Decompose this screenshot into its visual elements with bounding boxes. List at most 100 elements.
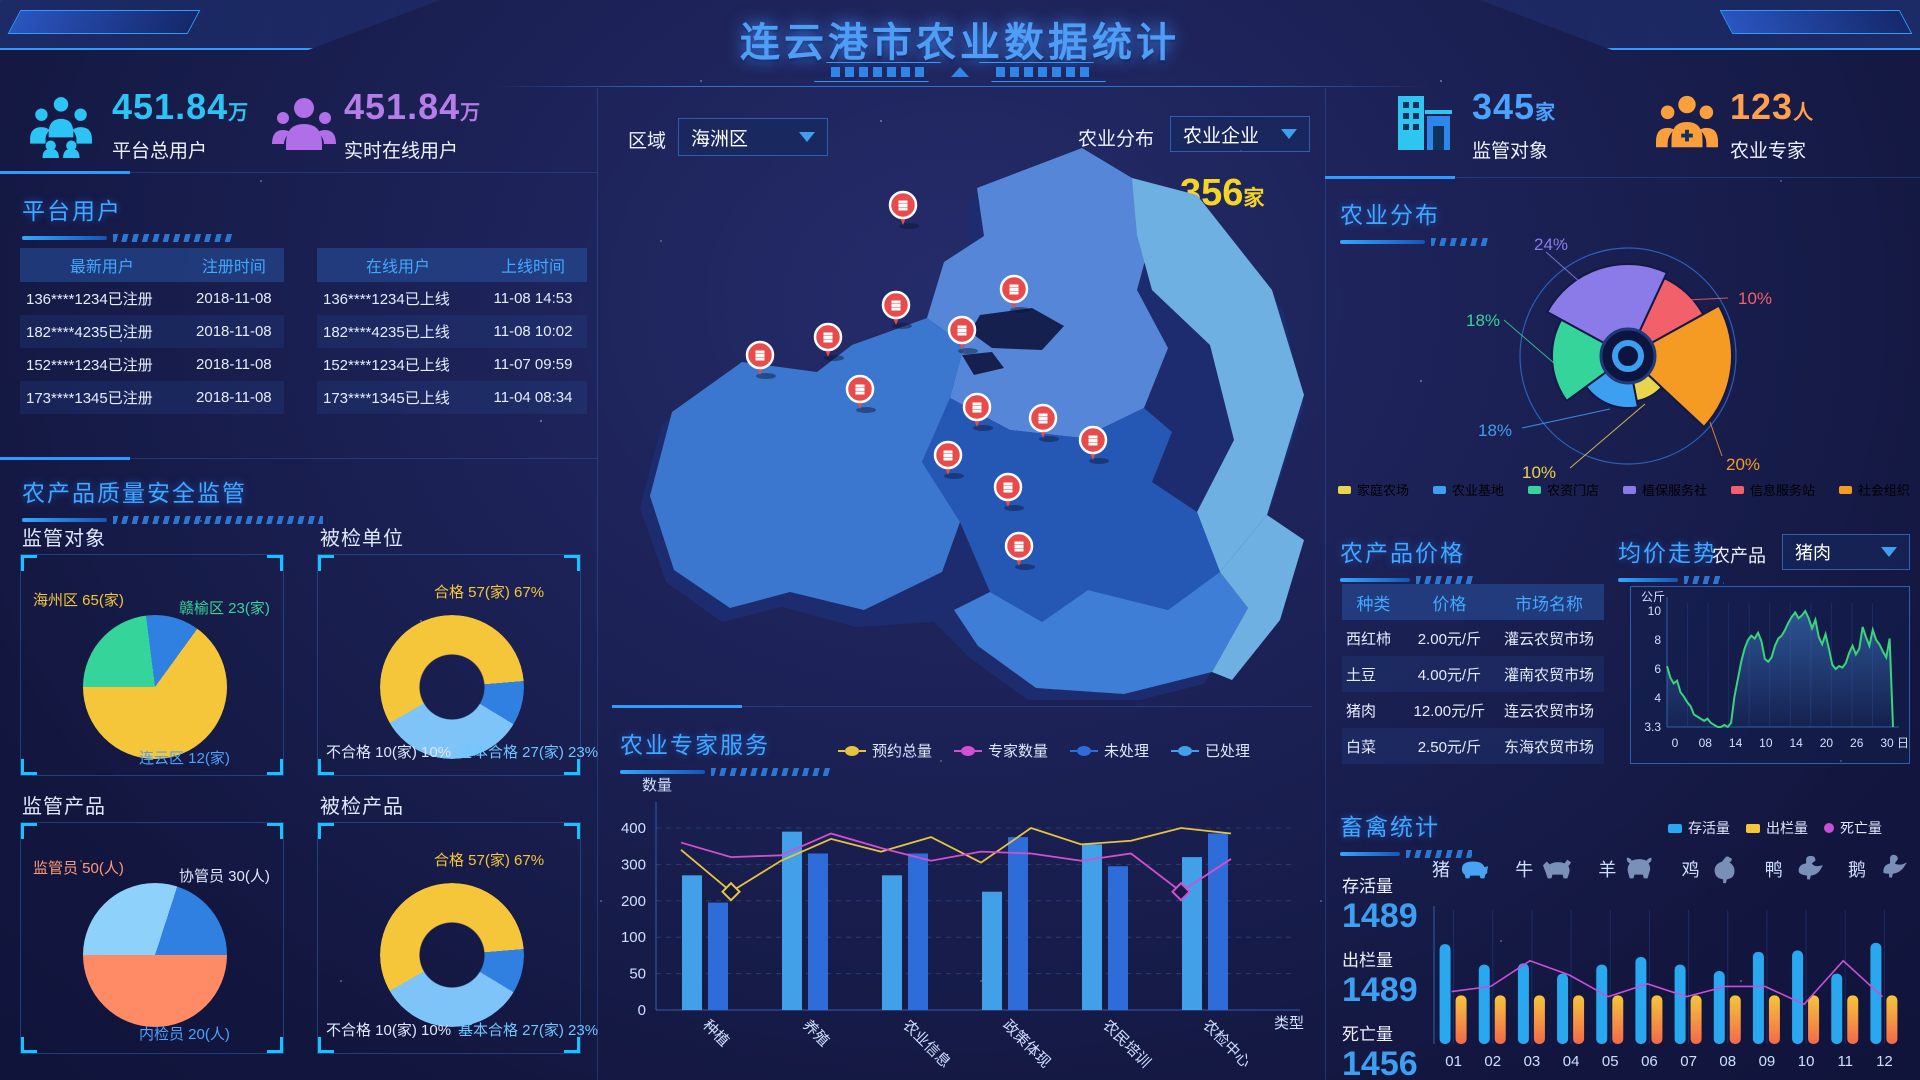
header-deco-arrow bbox=[951, 67, 969, 77]
legend-label: 死亡量 bbox=[1840, 820, 1882, 836]
legend-item[interactable]: 农业基地 bbox=[1432, 480, 1504, 499]
bar-alive[interactable] bbox=[1478, 964, 1490, 1044]
legend-item[interactable]: 未处理 bbox=[1070, 740, 1149, 761]
map-pin[interactable] bbox=[888, 190, 919, 229]
region-dropdown[interactable]: 海洲区 bbox=[678, 118, 828, 156]
监管产品-pie[interactable] bbox=[83, 883, 227, 1027]
animal-tab-羊[interactable]: 羊 bbox=[1598, 854, 1660, 884]
bar-alive[interactable] bbox=[1674, 964, 1686, 1044]
map-pin[interactable] bbox=[881, 290, 912, 329]
map-pin[interactable] bbox=[962, 392, 993, 431]
map-region-south[interactable] bbox=[954, 572, 1248, 694]
rose-slice-社会组织[interactable] bbox=[1626, 304, 1733, 429]
map-region-center[interactable] bbox=[922, 398, 1220, 622]
bar-slaughter[interactable] bbox=[1533, 995, 1545, 1044]
animal-tab-鹅[interactable]: 鹅 bbox=[1848, 854, 1910, 884]
map-pin[interactable] bbox=[845, 374, 876, 413]
header-center-decoration bbox=[0, 62, 1920, 82]
map-pin[interactable] bbox=[947, 315, 978, 354]
map-pin[interactable] bbox=[1078, 425, 1109, 464]
pie-slice-label: 赣榆区 23(家) bbox=[179, 600, 270, 617]
bar-alive[interactable] bbox=[1439, 944, 1451, 1044]
table-row: 西红柿 2.00元/斤 灌云农贸市场 bbox=[1342, 620, 1604, 656]
bar-processed[interactable] bbox=[882, 875, 902, 1010]
bar-slaughter[interactable] bbox=[1651, 995, 1663, 1044]
supervised-objects-label: 监管对象 bbox=[1472, 141, 1549, 162]
page-title: 连云港市农业数据统计 bbox=[740, 21, 1180, 65]
animal-tab-牛[interactable]: 牛 bbox=[1515, 854, 1577, 884]
animal-icon bbox=[1627, 857, 1652, 879]
bar-slaughter[interactable] bbox=[1847, 995, 1859, 1044]
legend-item[interactable]: 出栏量 bbox=[1746, 818, 1808, 838]
bar-alive[interactable] bbox=[1596, 964, 1608, 1044]
bar-unprocessed[interactable] bbox=[1008, 837, 1028, 1010]
legend-item[interactable]: 信息服务站 bbox=[1730, 480, 1815, 499]
map-region-coast[interactable] bbox=[1132, 178, 1304, 572]
bar-alive[interactable] bbox=[1713, 971, 1725, 1044]
animal-tab-猪[interactable]: 猪 bbox=[1432, 854, 1494, 884]
bar-processed[interactable] bbox=[1082, 844, 1102, 1010]
bar-unprocessed[interactable] bbox=[708, 902, 728, 1010]
animal-tab-鸭[interactable]: 鸭 bbox=[1765, 854, 1827, 884]
bar-unprocessed[interactable] bbox=[1108, 866, 1128, 1010]
map-pin[interactable] bbox=[1028, 403, 1059, 442]
监管对象-pie[interactable] bbox=[83, 615, 227, 759]
bar-slaughter[interactable] bbox=[1768, 995, 1780, 1044]
legend-item[interactable]: 预约总量 bbox=[838, 740, 932, 761]
legend-label: 植保服务社 bbox=[1641, 483, 1707, 498]
table-cell: 152****1234已上线 bbox=[323, 357, 450, 374]
map-pin[interactable] bbox=[813, 322, 844, 361]
bar-unprocessed[interactable] bbox=[908, 853, 928, 1010]
bar-alive[interactable] bbox=[1517, 963, 1529, 1044]
bar-processed[interactable] bbox=[682, 875, 702, 1010]
bar-slaughter[interactable] bbox=[1690, 995, 1702, 1044]
city-map[interactable] bbox=[612, 140, 1312, 700]
legend-item[interactable]: 植保服务社 bbox=[1622, 480, 1707, 499]
map-pin[interactable] bbox=[999, 274, 1030, 313]
map-pin[interactable] bbox=[1004, 531, 1035, 570]
legend-item[interactable]: 社会组织 bbox=[1838, 480, 1910, 499]
pig-icon-active bbox=[1461, 861, 1489, 879]
bar-alive[interactable] bbox=[1870, 942, 1882, 1044]
被检产品-pie[interactable] bbox=[380, 883, 524, 1027]
bar-slaughter[interactable] bbox=[1573, 995, 1585, 1044]
svg-text:09: 09 bbox=[1759, 1053, 1776, 1070]
bar-alive[interactable] bbox=[1752, 951, 1764, 1044]
legend-label: 社会组织 bbox=[1857, 483, 1910, 498]
bar-processed[interactable] bbox=[782, 831, 802, 1010]
legend-item[interactable]: 专家数量 bbox=[954, 740, 1048, 761]
animal-tab-鸡[interactable]: 鸡 bbox=[1682, 854, 1744, 884]
table-cell: 东海农贸市场 bbox=[1503, 738, 1594, 756]
legend-marker bbox=[1527, 485, 1541, 494]
bar-processed[interactable] bbox=[982, 891, 1002, 1010]
product-dropdown[interactable]: 猪肉 bbox=[1782, 534, 1910, 570]
legend-marker bbox=[838, 745, 866, 756]
bar-alive[interactable] bbox=[1635, 956, 1647, 1044]
bar-alive[interactable] bbox=[1831, 973, 1843, 1044]
pie-slice-label: 不合格 10(家) 10% bbox=[326, 744, 452, 761]
bar-slaughter[interactable] bbox=[1808, 995, 1820, 1044]
map-region-southeast[interactable] bbox=[1212, 515, 1304, 680]
bar-slaughter[interactable] bbox=[1494, 995, 1506, 1044]
distribution-dropdown[interactable]: 农业企业 bbox=[1170, 116, 1310, 152]
legend-item[interactable]: 存活量 bbox=[1668, 818, 1730, 838]
bar-slaughter[interactable] bbox=[1729, 995, 1741, 1044]
map-pin[interactable] bbox=[745, 340, 776, 379]
map-region-west[interactable] bbox=[650, 318, 964, 610]
map-pin[interactable] bbox=[933, 440, 964, 479]
bar-unprocessed[interactable] bbox=[1208, 833, 1228, 1010]
被检单位-pie[interactable] bbox=[380, 615, 524, 759]
latest-users-header: 最新用户 注册时间 bbox=[20, 248, 284, 282]
legend-item[interactable]: 家庭农场 bbox=[1338, 480, 1409, 499]
bar-unprocessed[interactable] bbox=[808, 853, 828, 1010]
bar-alive[interactable] bbox=[1557, 973, 1569, 1044]
bar-slaughter[interactable] bbox=[1455, 995, 1467, 1044]
legend-item[interactable]: 死亡量 bbox=[1824, 818, 1882, 838]
legend-item[interactable]: 已处理 bbox=[1171, 740, 1250, 761]
bar-slaughter[interactable] bbox=[1612, 995, 1624, 1044]
map-pin[interactable] bbox=[993, 472, 1024, 511]
bar-slaughter[interactable] bbox=[1886, 995, 1898, 1044]
map-region-north[interactable] bbox=[927, 148, 1168, 438]
legend-item[interactable]: 农资门店 bbox=[1527, 480, 1599, 499]
bar-alive[interactable] bbox=[1792, 950, 1804, 1044]
